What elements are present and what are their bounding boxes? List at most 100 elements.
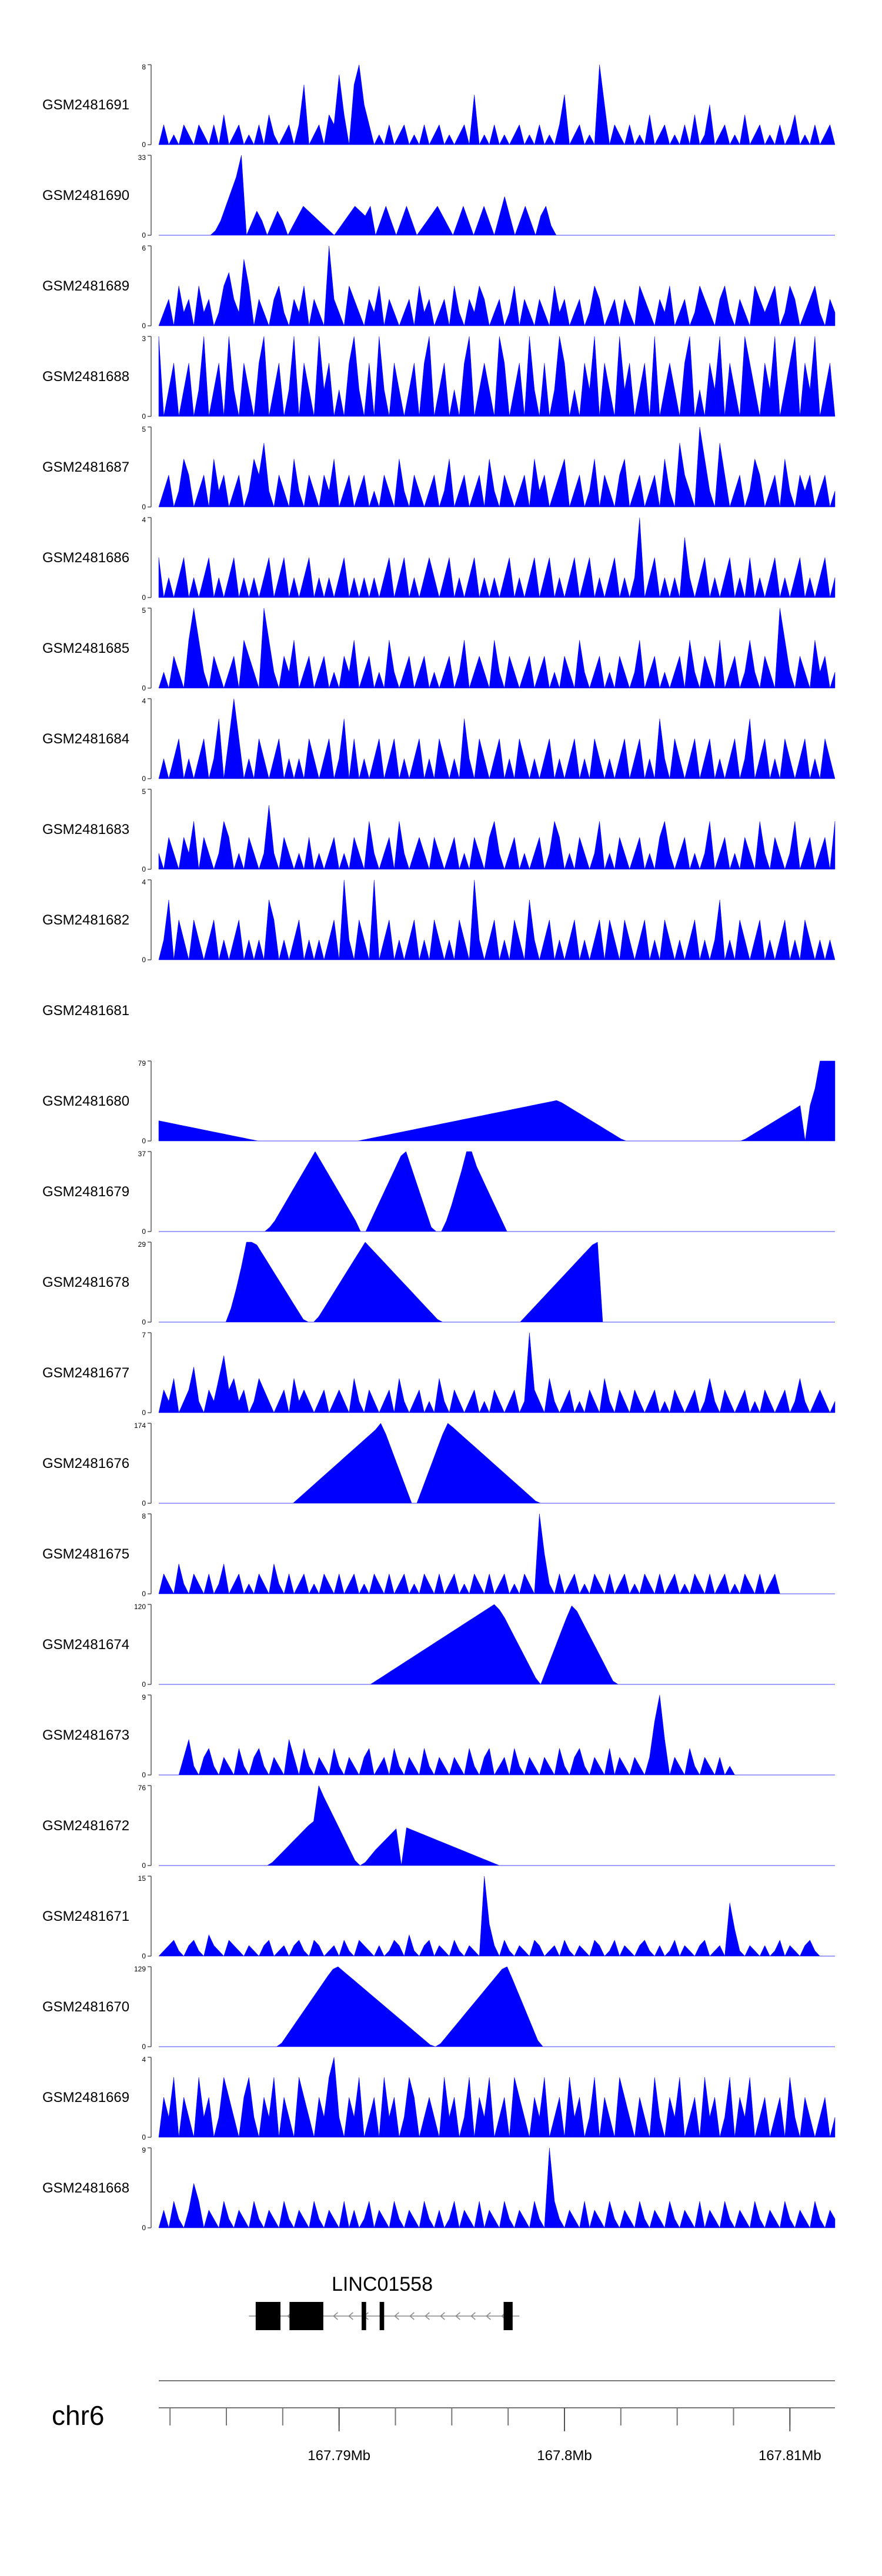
coverage-area xyxy=(159,1694,835,1776)
track: GSM2481678 29 0 xyxy=(42,1240,835,1326)
y-tick-label: 5 xyxy=(142,606,146,615)
track-label: GSM2481677 xyxy=(42,1365,129,1381)
y-tick-label: 3 xyxy=(142,335,146,343)
y-tick-label: 129 xyxy=(134,1965,146,1973)
y-tick-label: 0 xyxy=(142,1499,146,1507)
y-tick-label: 120 xyxy=(134,1603,146,1611)
track-label: GSM2481673 xyxy=(42,1727,129,1743)
gene-label: LINC01558 xyxy=(332,2273,433,2295)
strand-arrow xyxy=(348,2312,353,2320)
strand-arrow xyxy=(394,2312,399,2320)
coverage-area xyxy=(158,245,836,326)
coverage-area xyxy=(159,1423,835,1504)
y-tick-label: 79 xyxy=(138,1059,146,1067)
track: GSM2481668 9 0 xyxy=(42,2146,836,2232)
track-label: GSM2481680 xyxy=(42,1093,129,1109)
track: GSM2481684 4 0 xyxy=(42,697,836,783)
y-tick-label: 0 xyxy=(142,1861,146,1870)
track: GSM2481688 3 0 xyxy=(42,335,836,421)
y-tick-label: 0 xyxy=(142,1409,146,1417)
track-label: GSM2481676 xyxy=(42,1456,129,1471)
x-tick-label: 167.8Mb xyxy=(537,2448,592,2464)
coverage-area xyxy=(158,1060,836,1142)
y-tick-label: 4 xyxy=(142,516,146,524)
coverage-area xyxy=(158,698,836,779)
track-label: GSM2481682 xyxy=(42,912,129,928)
strand-arrow xyxy=(409,2312,415,2320)
gene-model xyxy=(249,2302,520,2330)
track-label: GSM2481687 xyxy=(42,459,129,475)
y-tick-label: 0 xyxy=(142,1590,146,1598)
y-tick-label: 0 xyxy=(142,775,146,783)
y-tick-label: 0 xyxy=(142,956,146,964)
x-tick-label: 167.79Mb xyxy=(308,2448,370,2464)
exon xyxy=(362,2302,366,2330)
coverage-area xyxy=(158,426,836,508)
y-tick-label: 4 xyxy=(142,878,146,886)
track-label: GSM2481691 xyxy=(42,97,129,113)
y-tick-label: 76 xyxy=(138,1784,146,1792)
y-tick-label: 0 xyxy=(142,1771,146,1779)
y-tick-label: 0 xyxy=(142,2133,146,2141)
track-label: GSM2481683 xyxy=(42,822,129,837)
x-tick-label: 167.81Mb xyxy=(759,2448,821,2464)
track: GSM2481691 8 0 xyxy=(42,63,836,149)
track: GSM2481677 7 0 xyxy=(42,1331,836,1417)
y-tick-label: 4 xyxy=(142,2056,146,2064)
coverage-area xyxy=(158,2057,836,2138)
coverage-area xyxy=(158,336,836,417)
coverage-area xyxy=(159,1604,835,1685)
y-tick-label: 9 xyxy=(142,2146,146,2154)
y-tick-label: 0 xyxy=(142,231,146,239)
y-tick-label: 0 xyxy=(142,1137,146,1145)
y-tick-label: 0 xyxy=(142,412,146,421)
y-tick-label: 8 xyxy=(142,1512,146,1520)
track: GSM2481676 174 0 xyxy=(42,1422,835,1507)
track-label: GSM2481679 xyxy=(42,1184,129,1200)
y-tick-label: 4 xyxy=(142,697,146,705)
track: GSM2481674 120 0 xyxy=(42,1603,835,1689)
track: GSM2481679 37 0 xyxy=(42,1150,835,1236)
exon xyxy=(379,2302,385,2330)
gene-track: LINC01558 xyxy=(249,2273,520,2330)
y-tick-label: 0 xyxy=(142,2043,146,2051)
y-tick-label: 6 xyxy=(142,244,146,252)
strand-arrow xyxy=(425,2312,430,2320)
track-label: GSM2481669 xyxy=(42,2090,129,2105)
genome-axis: chr6 167.79Mb 167.8Mb 167.81Mb xyxy=(52,2380,835,2464)
exon xyxy=(289,2302,323,2330)
track: GSM2481669 4 0 xyxy=(42,2056,836,2141)
track: GSM2481686 4 0 xyxy=(42,516,836,602)
y-tick-label: 15 xyxy=(138,1874,146,1883)
y-tick-label: 0 xyxy=(142,593,146,602)
y-tick-label: 5 xyxy=(142,425,146,433)
y-tick-label: 174 xyxy=(134,1422,146,1430)
strand-arrow xyxy=(455,2312,460,2320)
track-label: GSM2481668 xyxy=(42,2180,129,2196)
coverage-area xyxy=(158,517,836,598)
y-tick-label: 0 xyxy=(142,1952,146,1960)
track-label: GSM2481689 xyxy=(42,278,129,294)
track-label: GSM2481675 xyxy=(42,1546,129,1562)
track: GSM2481690 33 0 xyxy=(42,154,835,239)
strand-arrow xyxy=(440,2312,445,2320)
coverage-area xyxy=(159,1151,835,1232)
y-tick-label: 0 xyxy=(142,503,146,511)
track: GSM2481682 4 0 xyxy=(42,878,836,964)
strand-arrow xyxy=(333,2312,338,2320)
track-label: GSM2481688 xyxy=(42,369,129,385)
coverage-area xyxy=(158,1876,835,1957)
strand-arrow xyxy=(470,2312,476,2320)
coverage-area xyxy=(159,1242,835,1323)
track: GSM2481675 8 0 xyxy=(42,1512,835,1598)
track: GSM2481685 5 0 xyxy=(42,606,836,692)
coverage-area xyxy=(158,64,836,145)
coverage-area xyxy=(159,1785,835,1866)
coverage-area xyxy=(159,155,835,236)
track-label: GSM2481672 xyxy=(42,1818,129,1834)
track: GSM2481670 129 0 xyxy=(42,1965,835,2051)
track: GSM2481671 15 0 xyxy=(42,1874,835,1960)
exon xyxy=(255,2302,280,2330)
y-tick-label: 5 xyxy=(142,788,146,796)
